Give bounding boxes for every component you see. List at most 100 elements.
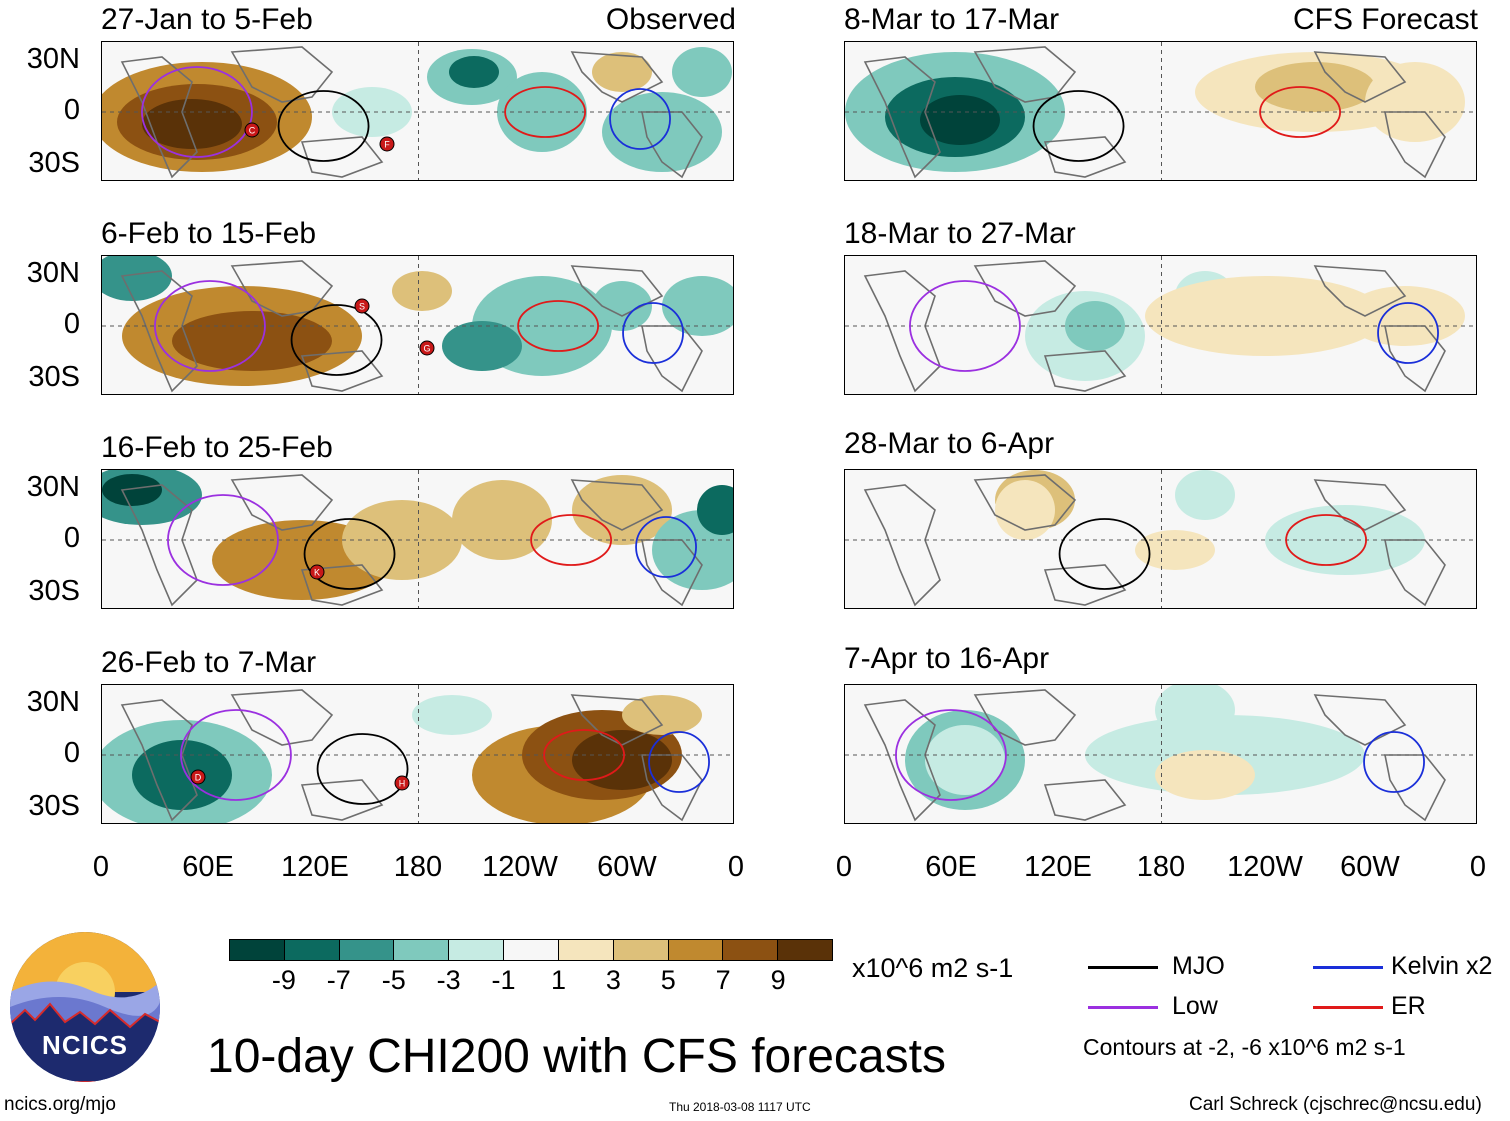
anomaly-blob [449,56,499,88]
lon-label-60w: 60W [597,851,657,883]
storm-marker: C [244,122,260,138]
lon-label-120w: 120W [482,851,558,883]
lon-label-180: 180 [1136,851,1186,883]
footer-url[interactable]: ncics.org/mjo [4,1094,116,1115]
anomaly-blob [392,271,452,311]
wave-contour [303,518,396,590]
coastline [230,689,334,746]
colorbar-label: 7 [715,965,731,995]
anomaly-blob [1345,286,1465,346]
anomaly-blob [920,95,1000,145]
colorbar-label: 3 [605,965,621,995]
lat-label-30s: 30S [28,147,80,179]
wave-contour [648,731,710,793]
wave-contour [909,280,1021,372]
legend-line-mjo [1088,966,1158,969]
colorbar-label: -1 [491,965,516,995]
lat-label-0: 0 [63,308,80,340]
ncics-logo: NCICS [10,932,160,1082]
storm-marker: S [354,298,370,314]
lon-label-60e: 60E [925,851,977,883]
coastline [120,270,198,393]
lat-label-30s: 30S [28,790,80,822]
coastline [1043,779,1127,821]
wave-contour [530,514,613,566]
anomaly-blob [1365,62,1465,142]
lat-label-30s: 30S [28,575,80,607]
coastline [120,699,198,822]
wave-contour [141,66,253,158]
lat-label-0: 0 [63,522,80,554]
coastline [863,699,941,822]
lon-label-0-end: 0 [727,851,745,883]
colorbar-swatch [668,940,724,960]
anomaly-blob [592,281,652,331]
panel-title-4: 26-Feb to 7-Mar [101,646,317,679]
colorbar-label: -7 [326,965,351,995]
storm-marker-letter: D [195,773,202,783]
wave-contour [1259,86,1342,138]
lon-label-180: 180 [393,851,443,883]
wave-contour [635,516,697,578]
coastline [300,136,384,178]
coastline [1313,479,1407,531]
panel-tag-forecast: CFS Forecast [1292,3,1478,36]
panel-title-5: 8-Mar to 17-Mar [844,3,1060,36]
coastline [230,474,334,531]
colorbar-swatch [449,940,505,960]
coastline [1043,136,1127,178]
coastline [863,56,941,179]
coastline [641,325,703,393]
colorbar-swatch [778,940,832,960]
lon-label-60e: 60E [182,851,234,883]
contours-note: Contours at -2, -6 x10^6 m2 s-1 [1083,1034,1406,1060]
wave-contour [154,280,266,372]
wave-contour [180,709,292,801]
coastline [570,265,664,317]
anomaly-blob [672,47,732,97]
storm-marker-letter: C [249,126,256,136]
colorbar-swatch [284,940,340,960]
panel-title-2: 6-Feb to 15-Feb [101,217,317,250]
lat-label-0: 0 [63,737,80,769]
coastline [570,479,664,531]
wave-contour [895,709,1007,801]
map-field [845,470,1476,608]
panel-title-8: 7-Apr to 16-Apr [844,642,1050,675]
panel-title-6: 18-Mar to 27-Mar [844,217,1076,250]
storm-marker-letter: G [423,344,430,354]
lon-label-0: 0 [835,851,853,883]
coastline [973,689,1077,746]
lat-label-30s: 30S [28,361,80,393]
legend-line-low [1088,1006,1158,1009]
map-field: SG [102,256,733,394]
lat-label-30n: 30N [26,43,80,75]
anomaly-blob [697,485,733,535]
anomaly-blob [452,480,552,560]
anomaly-blob [662,276,733,336]
map-field: DH [102,685,733,823]
colorbar-swatch [394,940,450,960]
map-panel-7 [844,469,1477,609]
anomaly-blob [1135,530,1215,570]
storm-marker: D [190,769,206,785]
anomaly-blob [1155,750,1255,800]
lon-label-120w: 120W [1227,851,1303,883]
figure-title: 10-day CHI200 with CFS forecasts [207,1030,946,1083]
wave-contour [316,733,409,805]
anomaly-blob [102,474,162,506]
colorbar-label: 5 [660,965,676,995]
footer-timestamp: Thu 2018-03-08 1117 UTC [669,1100,811,1114]
wave-contour [290,304,383,376]
coastline [1313,694,1407,746]
legend-label-mjo: MJO [1172,952,1225,980]
map-panel-3: K [101,469,734,609]
anomaly-blob [1145,276,1385,356]
wave-contour [609,88,671,150]
lon-label-60w: 60W [1340,851,1400,883]
anomaly-blob [925,725,1005,795]
anomaly-blob [102,256,172,301]
coastline [570,51,664,103]
anomaly-blob [412,695,492,735]
